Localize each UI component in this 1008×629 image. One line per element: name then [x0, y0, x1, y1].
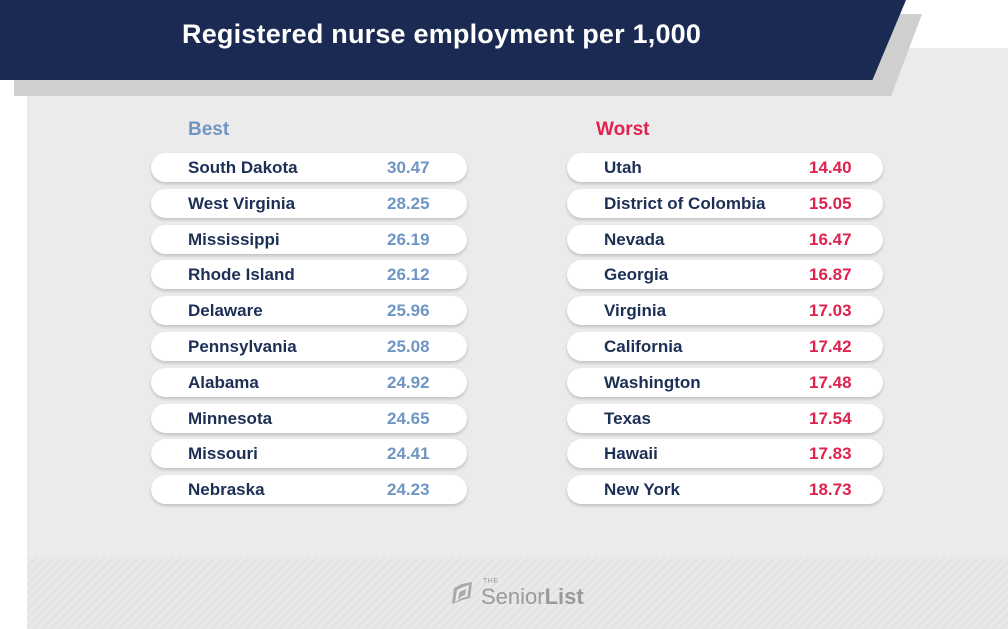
worst-row: Utah 14.40: [567, 153, 883, 182]
best-row: Nebraska 24.23: [151, 475, 467, 505]
best-list: South Dakota 30.47 West Virginia 28.25 Missi…: [151, 153, 467, 511]
employment-value: 25.08: [387, 336, 430, 356]
state-name: West Virginia: [188, 193, 296, 213]
state-name: Alabama: [188, 372, 259, 392]
employment-value: 17.48: [809, 372, 852, 392]
employment-value: 17.83: [809, 444, 852, 464]
page-title: Registered nurse employment per 1,000: [182, 19, 702, 49]
employment-value: 18.73: [809, 480, 852, 500]
logo-the-text: THE: [483, 578, 499, 585]
best-row: West Virginia 28.25: [151, 188, 467, 218]
worst-row: Virginia 17.03: [567, 296, 883, 326]
state-name: Nevada: [604, 229, 665, 249]
worst-row: California 17.42: [567, 331, 883, 361]
employment-value: 14.40: [809, 158, 852, 177]
senior-list-logo-icon: [452, 582, 472, 604]
state-name: Texas: [604, 408, 651, 428]
best-row: Minnesota 24.65: [151, 403, 467, 433]
employment-value: 16.87: [809, 265, 852, 285]
employment-value: 30.47: [387, 158, 430, 177]
worst-row: Washington 17.48: [567, 367, 883, 397]
employment-value: 16.47: [809, 229, 852, 249]
best-row: Mississippi 26.19: [151, 224, 467, 254]
worst-list: Utah 14.40 District of Colombia 15.05 Nevada…: [567, 153, 883, 511]
state-name: Rhode Island: [188, 265, 295, 285]
worst-row: Georgia 16.87: [567, 260, 883, 290]
state-name: Pennsylvania: [188, 336, 297, 356]
state-name: Mississippi: [188, 229, 280, 249]
best-row: South Dakota 30.47: [151, 153, 467, 182]
employment-value: 26.12: [387, 265, 430, 285]
employment-value: 24.92: [387, 372, 430, 392]
best-heading: Best: [188, 119, 230, 140]
state-name: California: [604, 336, 683, 356]
employment-value: 24.23: [387, 480, 430, 500]
state-name: Virginia: [604, 301, 667, 321]
senior-list-logo: THE SeniorList: [450, 578, 590, 610]
employment-value: 15.05: [809, 193, 852, 213]
worst-row: District of Colombia 15.05: [567, 188, 883, 218]
state-name: Minnesota: [188, 408, 273, 428]
footer-strip: [27, 557, 1008, 629]
employment-value: 17.42: [809, 336, 852, 356]
logo-list-text: List: [544, 584, 584, 609]
state-name: Nebraska: [188, 480, 265, 500]
title-banner: [0, 0, 906, 80]
worst-heading: Worst: [596, 119, 650, 140]
employment-value: 28.25: [387, 193, 430, 213]
state-name: Delaware: [188, 301, 263, 321]
state-name: District of Colombia: [604, 193, 766, 213]
state-name: Hawaii: [604, 444, 658, 464]
worst-row: Nevada 16.47: [567, 224, 883, 254]
worst-row: New York 18.73: [567, 475, 883, 505]
best-row: Delaware 25.96: [151, 296, 467, 326]
state-name: Utah: [604, 158, 642, 177]
state-name: Georgia: [604, 265, 669, 285]
logo-wordmark: SeniorList: [481, 584, 584, 610]
worst-row: Hawaii 17.83: [567, 439, 883, 469]
employment-value: 26.19: [387, 229, 430, 249]
best-row: Rhode Island 26.12: [151, 260, 467, 290]
state-name: South Dakota: [188, 158, 298, 177]
state-name: New York: [604, 480, 680, 500]
employment-value: 17.54: [809, 408, 852, 428]
state-name: Washington: [604, 372, 701, 392]
logo-senior-text: Senior: [481, 584, 545, 609]
best-row: Pennsylvania 25.08: [151, 331, 467, 361]
worst-row: Texas 17.54: [567, 403, 883, 433]
best-row: Alabama 24.92: [151, 367, 467, 397]
employment-value: 25.96: [387, 301, 430, 321]
employment-value: 24.65: [387, 408, 430, 428]
employment-value: 17.03: [809, 301, 852, 321]
employment-value: 24.41: [387, 444, 430, 464]
best-row: Missouri 24.41: [151, 439, 467, 469]
state-name: Missouri: [188, 444, 258, 464]
